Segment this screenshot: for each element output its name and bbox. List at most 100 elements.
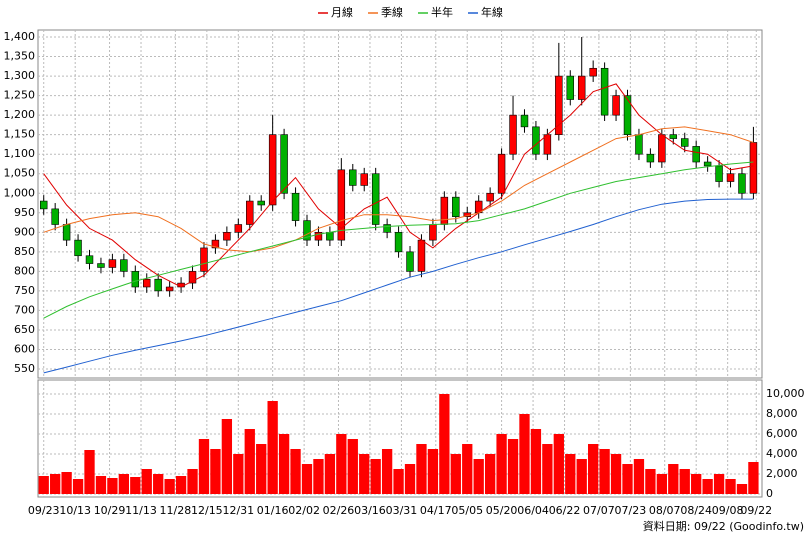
volume-tick-label: 0	[766, 487, 773, 500]
ma-line	[43, 161, 754, 319]
candle-body	[257, 200, 265, 206]
candle-body	[509, 114, 517, 155]
y-tick-label: 1,200	[4, 108, 36, 121]
legend-label: 年線	[481, 5, 503, 19]
candle-body	[726, 173, 735, 182]
candle-body	[211, 239, 220, 249]
x-tick-label: 07/23	[615, 504, 647, 517]
y-tick-label: 850	[14, 245, 35, 258]
y-tick-label: 800	[14, 264, 35, 277]
candle-body	[188, 271, 197, 284]
volume-bar	[496, 434, 507, 494]
x-tick-label: 06/04	[517, 504, 549, 517]
volume-bar	[359, 454, 370, 494]
legend-label: 月線	[331, 5, 353, 19]
y-tick-label: 1,250	[4, 89, 36, 102]
volume-bar	[748, 462, 759, 494]
candle-body	[108, 259, 117, 268]
volume-bar	[633, 459, 645, 494]
volume-bar	[622, 464, 633, 494]
volume-bar	[462, 444, 473, 494]
candle-body	[200, 247, 208, 272]
candle-body	[715, 165, 723, 182]
candle-body	[291, 192, 300, 221]
candle-body	[692, 146, 700, 163]
volume-bar	[267, 401, 278, 494]
x-tick-label: 09/08	[712, 504, 744, 517]
candle-body	[577, 75, 586, 100]
candle-body	[520, 114, 529, 128]
volume-bar	[313, 459, 324, 494]
volume-bar	[130, 477, 141, 494]
volume-bar	[187, 469, 198, 494]
candle-body	[303, 220, 311, 241]
volume-bar	[278, 434, 290, 494]
volume-bar	[153, 474, 164, 494]
candle-body	[612, 95, 620, 116]
candle-body	[429, 224, 437, 241]
volume-bar	[713, 474, 725, 494]
volume-bar	[61, 472, 72, 494]
volume-bar	[38, 476, 49, 494]
candle-body	[440, 196, 449, 225]
volume-bar	[553, 434, 564, 494]
volume-bar	[210, 449, 221, 494]
y-tick-label: 700	[14, 303, 35, 316]
data-note: 資料日期: 09/22 (Goodinfo.tw)	[643, 519, 804, 533]
x-tick-label: 09/23	[28, 504, 60, 517]
candle-body	[406, 251, 414, 272]
volume-bar	[370, 459, 381, 494]
legend-label: 半年	[431, 5, 453, 19]
volume-bar	[519, 414, 530, 494]
x-tick-label: 02/26	[323, 504, 355, 517]
candle-body	[39, 200, 48, 210]
volume-tick-label: 8,000	[766, 407, 798, 420]
x-tick-label: 04/17	[420, 504, 452, 517]
y-tick-label: 550	[14, 362, 35, 375]
volume-bar	[427, 449, 439, 494]
candle-body	[120, 259, 128, 272]
candle-body	[486, 192, 494, 202]
x-tick-label: 06/22	[549, 504, 581, 517]
volume-bar	[736, 484, 748, 494]
y-tick-label: 750	[14, 284, 35, 297]
candle-body	[154, 278, 162, 292]
y-tick-label: 1,300	[4, 69, 36, 82]
candle-body	[165, 286, 174, 292]
candle-body	[337, 169, 346, 241]
candle-body	[497, 153, 506, 194]
candle-body	[62, 224, 71, 241]
volume-bar	[656, 474, 667, 494]
ma-line	[43, 198, 754, 374]
candle-body	[623, 95, 632, 135]
candle-body	[234, 224, 243, 233]
x-tick-label: 11/28	[160, 504, 192, 517]
volume-bar	[198, 439, 210, 494]
x-tick-label: 05/20	[486, 504, 518, 517]
candle-body	[97, 263, 105, 268]
volume-bar	[691, 474, 702, 494]
candle-body	[280, 134, 288, 194]
y-tick-label: 1,350	[4, 50, 36, 63]
candle-body	[223, 232, 231, 241]
candle-body	[349, 169, 357, 186]
x-tick-label: 03/31	[386, 504, 418, 517]
candle-body	[635, 134, 643, 155]
volume-bar	[668, 464, 679, 494]
candle-body	[738, 173, 746, 194]
y-tick-label: 1,400	[4, 30, 36, 43]
volume-tick-label: 2,000	[766, 467, 798, 480]
ma-line	[43, 83, 754, 288]
volume-bar	[381, 449, 393, 494]
candle-body	[131, 271, 140, 288]
candle-body	[555, 75, 563, 135]
volume-bar	[175, 476, 187, 494]
candle-body	[669, 134, 678, 139]
volume-bar	[610, 454, 622, 494]
volume-bar	[725, 479, 736, 494]
y-tick-label: 1,000	[4, 186, 36, 199]
volume-bar	[416, 444, 427, 494]
volume-bar	[645, 469, 656, 494]
candle-body	[543, 134, 552, 155]
